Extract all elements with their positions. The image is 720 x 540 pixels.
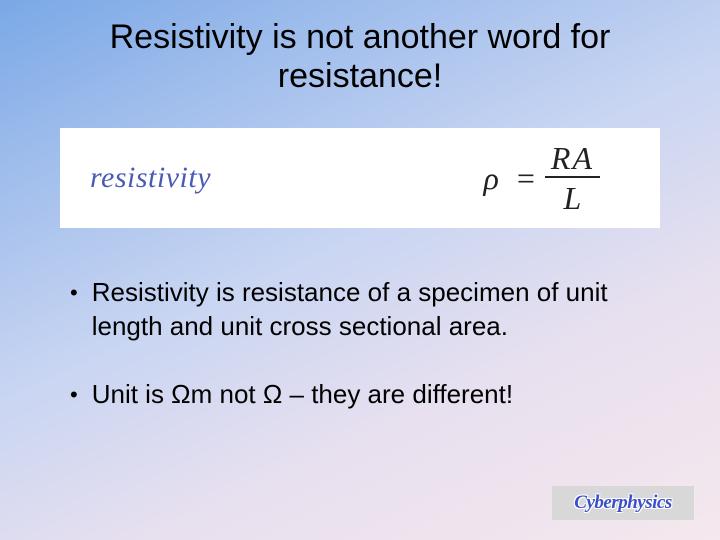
bullet-dot-icon: • — [70, 276, 78, 309]
logo-badge: Cyberphysics — [552, 486, 694, 520]
formula-box: resistivity ρ = RA L — [60, 128, 660, 228]
formula-equals: = — [517, 160, 535, 197]
bullet-dot-icon: • — [70, 378, 78, 411]
bullet-text: Resistivity is resistance of a specimen … — [92, 276, 680, 344]
formula-numerator: RA — [545, 142, 600, 178]
slide: Resistivity is not another word for resi… — [0, 0, 720, 540]
slide-title: Resistivity is not another word for resi… — [40, 18, 680, 96]
bullet-list: • Resistivity is resistance of a specime… — [40, 276, 680, 411]
formula-lhs: ρ — [484, 160, 499, 197]
formula-label: resistivity — [90, 161, 211, 195]
bullet-item: • Resistivity is resistance of a specime… — [70, 276, 680, 344]
formula-equation: ρ = RA L — [484, 142, 601, 214]
formula-denominator: L — [564, 178, 582, 214]
bullet-item: • Unit is Ωm not Ω – they are different! — [70, 378, 680, 412]
bullet-text: Unit is Ωm not Ω – they are different! — [92, 378, 680, 412]
formula-fraction: RA L — [545, 142, 600, 214]
logo-text: Cyberphysics — [574, 492, 671, 514]
